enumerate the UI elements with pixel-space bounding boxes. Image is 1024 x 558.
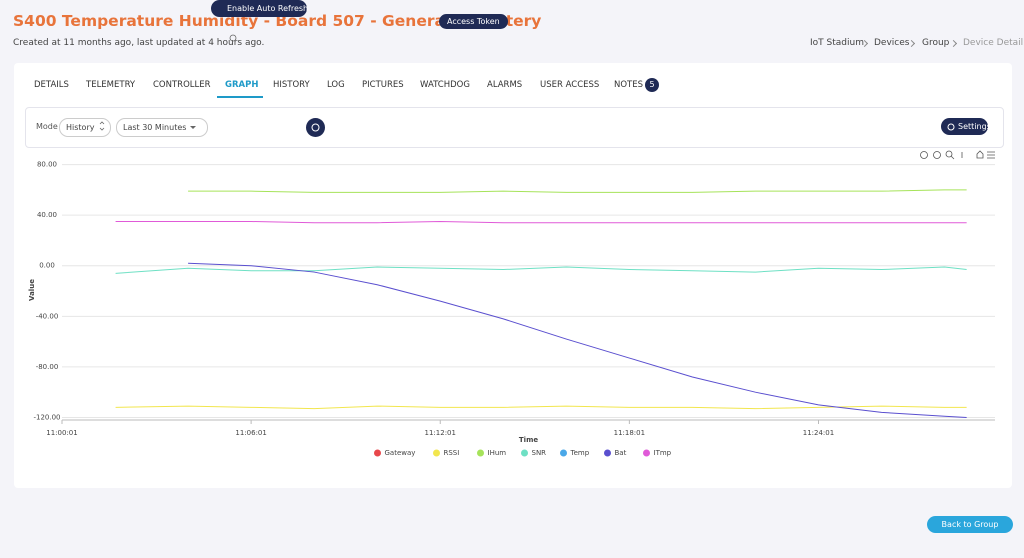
legend-marker [433, 449, 440, 457]
legend-marker [643, 449, 650, 457]
subtitle: Created at 11 months ago, last updated a… [13, 38, 265, 48]
tab-indicator [217, 96, 263, 98]
y-tick-label: 0.00 [39, 262, 55, 270]
settings-icon [947, 123, 955, 131]
legend-label: ITmp [654, 449, 672, 457]
chart-toolbar[interactable] [920, 150, 996, 160]
legend-label: Temp [570, 449, 590, 457]
legend-label: IHum [488, 449, 507, 457]
x-tick-label: 11:24:01 [803, 429, 834, 437]
page-title: S400 Temperature Humidity - Board 507 - … [13, 12, 542, 30]
breadcrumb-item: Device Detail [963, 38, 1024, 48]
access-token-button[interactable]: Access Token [439, 14, 508, 29]
legend-label: SNR [532, 449, 547, 457]
mode-select[interactable]: History [59, 118, 111, 137]
y-tick-label: -40.00 [36, 312, 59, 320]
refresh-button[interactable] [306, 118, 325, 137]
series-line [188, 262, 967, 418]
series-line [115, 266, 967, 274]
auto-refresh-button[interactable]: Enable Auto Refresh [211, 0, 308, 17]
legend-marker [374, 449, 381, 457]
tab[interactable]: NOTES [614, 80, 644, 90]
tab[interactable]: HISTORY [273, 80, 310, 90]
select-arrow [190, 126, 196, 129]
y-tick-label: -120.00 [33, 413, 60, 421]
tab[interactable]: GRAPH [225, 80, 259, 90]
legend-marker [477, 449, 484, 457]
legend-label: RSSI [444, 449, 460, 457]
x-tick-label: 11:18:01 [614, 429, 645, 437]
legend-marker [604, 449, 611, 457]
x-tick-label: 11:00:01 [46, 429, 77, 437]
mode-label: Mode [36, 122, 58, 131]
series-line [115, 405, 967, 410]
x-axis-title: Time [519, 436, 538, 444]
breadcrumb-item[interactable]: IoT Stadium [810, 38, 864, 48]
x-tick-label: 11:06:01 [235, 429, 266, 437]
refresh-icon [218, 123, 226, 131]
breadcrumb-item[interactable]: Devices [874, 38, 910, 48]
back-button[interactable]: Back to Group [927, 516, 1013, 533]
tab[interactable]: TELEMETRY [86, 80, 136, 90]
y-tick-label: -80.00 [36, 363, 59, 371]
tab[interactable]: DETAILS [34, 80, 69, 90]
breadcrumb-item[interactable]: Group [922, 38, 950, 48]
notes-badge: 5 [645, 78, 659, 92]
legend-marker [560, 449, 567, 457]
tab[interactable]: CONTROLLER [153, 80, 211, 90]
y-tick-label: 80.00 [37, 161, 57, 169]
tab[interactable]: WATCHDOG [420, 80, 470, 90]
controls-bar [25, 107, 1004, 148]
select-arrow [99, 121, 105, 131]
y-axis-title: Value [28, 279, 36, 301]
legend-label: Gateway [385, 449, 416, 457]
tab[interactable]: ALARMS [487, 80, 523, 90]
tab[interactable]: LOG [327, 80, 345, 90]
range-select[interactable]: Last 30 Minutes [116, 118, 208, 137]
y-tick-label: 40.00 [37, 211, 57, 219]
tab[interactable]: USER ACCESS [540, 80, 600, 90]
legend-marker [521, 449, 528, 457]
refresh-icon [311, 123, 320, 132]
series-line [115, 220, 967, 224]
settings-button[interactable]: Settings [941, 118, 991, 135]
series-line [188, 189, 967, 193]
tab[interactable]: PICTURES [362, 80, 404, 90]
help-icon[interactable] [229, 34, 237, 42]
legend-label: Bat [615, 449, 627, 457]
x-tick-label: 11:12:01 [425, 429, 456, 437]
